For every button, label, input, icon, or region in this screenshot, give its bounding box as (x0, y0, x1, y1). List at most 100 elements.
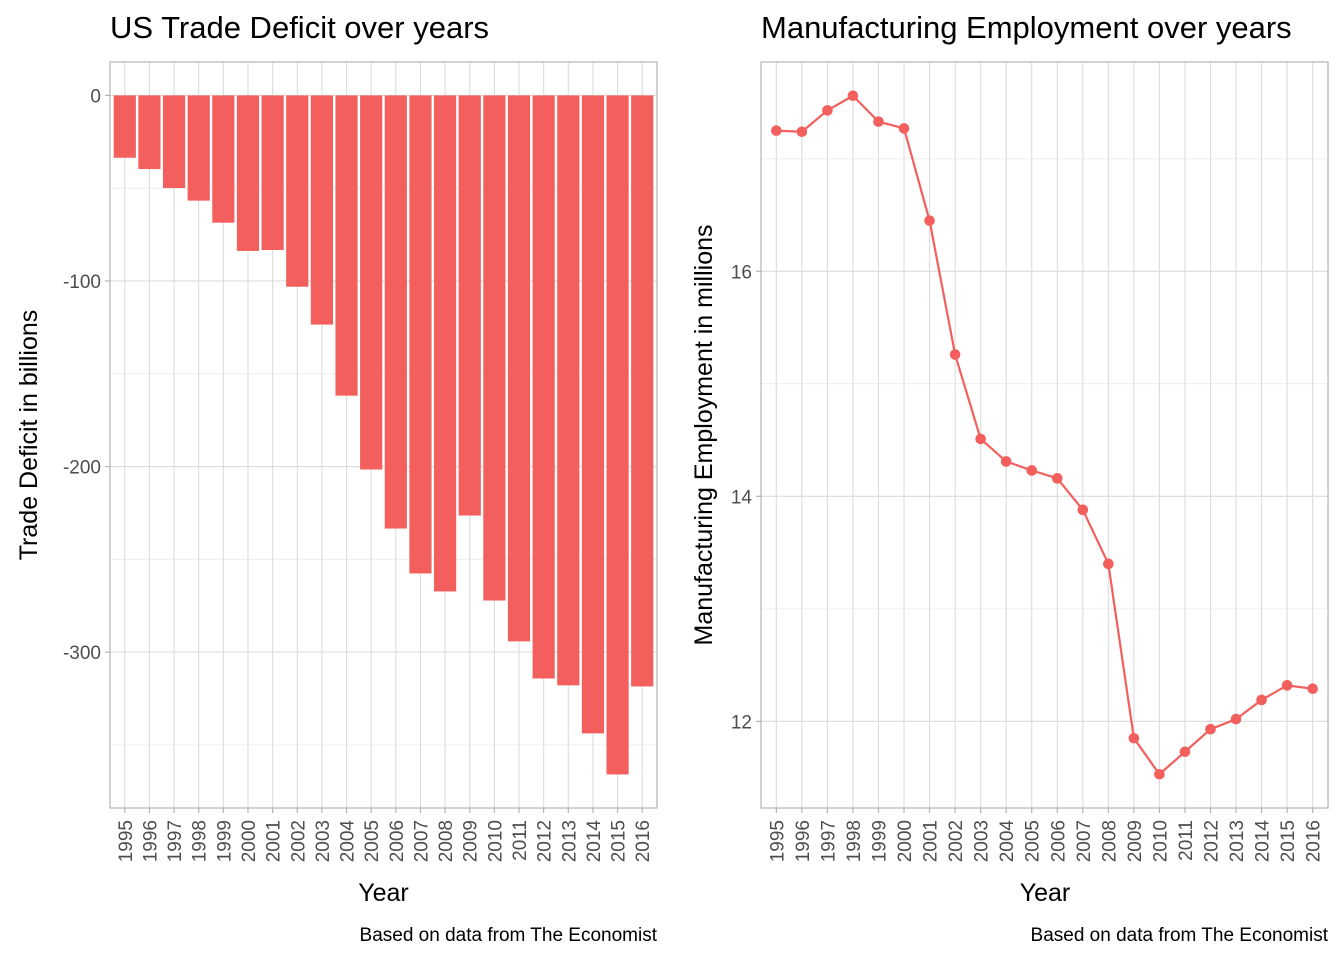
x-tick-label: 1997 (818, 820, 839, 862)
bar-2003 (310, 95, 333, 325)
bar-2008 (434, 95, 457, 592)
x-tick-label: 1998 (190, 820, 211, 862)
x-tick-label: 2007 (1074, 820, 1095, 862)
bars (113, 95, 654, 775)
point-2000 (898, 123, 910, 134)
point-2011 (1179, 746, 1191, 758)
point-1995 (771, 125, 782, 136)
x-tick-label: 1995 (767, 820, 788, 862)
x-tick-label: 1999 (214, 820, 235, 862)
chart-title: US Trade Deficit over years (110, 10, 489, 45)
x-tick-label: 2011 (510, 820, 531, 861)
x-tick-label: 2010 (1150, 820, 1171, 862)
bar-2001 (261, 95, 284, 250)
y-tick-label: 14 (731, 487, 753, 508)
x-tick-label: 2006 (387, 820, 408, 862)
y-axis-title: Manufacturing Employment in millions (690, 224, 718, 645)
bar-2011 (507, 95, 531, 642)
y-axis-title: Trade Deficit in billions (15, 310, 43, 561)
point-2010 (1154, 768, 1165, 780)
x-tick-label: 2009 (1125, 820, 1146, 862)
x-tick-label: 2001 (921, 820, 942, 862)
bar-2006 (384, 95, 407, 529)
x-tick-label: 2006 (1048, 820, 1069, 862)
bar-1998 (187, 95, 210, 201)
panel-border (760, 61, 1329, 809)
x-tick-label: 2015 (1278, 820, 1299, 862)
line-series (771, 90, 1318, 780)
x-tick-label: 2000 (239, 820, 260, 862)
bar-1995 (113, 95, 136, 158)
x-tick-label: 2014 (584, 820, 605, 863)
gridlines (761, 62, 1328, 808)
x-tick-label: 1996 (793, 820, 814, 862)
plot-background (761, 62, 1328, 808)
x-tick-label: 2015 (609, 820, 630, 862)
bar-2016 (631, 95, 654, 687)
bar-2012 (532, 95, 555, 679)
point-2015 (1281, 680, 1293, 691)
x-tick-label: 2008 (1099, 820, 1120, 862)
y-tick-label: -300 (63, 643, 101, 664)
bar-2005 (360, 95, 383, 470)
bar-2004 (335, 95, 358, 396)
bar-2002 (286, 95, 309, 287)
point-1999 (873, 116, 884, 127)
point-2012 (1205, 723, 1216, 735)
x-tick-label: 2003 (972, 820, 993, 862)
x-tick-label: 2003 (313, 820, 334, 862)
point-2006 (1051, 473, 1063, 484)
x-tick-label: 2005 (362, 820, 383, 862)
point-2016 (1307, 683, 1318, 695)
point-2005 (1026, 465, 1038, 476)
point-2014 (1256, 694, 1267, 706)
x-tick-label: 1998 (844, 820, 865, 862)
x-axis-title: Year (358, 879, 409, 907)
x-tick-label: 2001 (264, 820, 285, 862)
x-tick-label: 1999 (869, 820, 890, 862)
x-tick-label: 2005 (1023, 820, 1044, 862)
x-axis-title: Year (1020, 879, 1071, 907)
x-tick-label: 1997 (165, 820, 186, 862)
x-tick-label: 2014 (1253, 820, 1274, 863)
x-tick-label: 2004 (997, 820, 1018, 863)
bar-2009 (458, 95, 481, 516)
x-tick-label: 1995 (116, 820, 137, 862)
point-2003 (975, 433, 986, 445)
caption: Based on data from The Economist (360, 925, 658, 946)
bar-2000 (236, 95, 260, 251)
y-tick-label: -200 (63, 458, 101, 479)
x-tick-label: 2000 (895, 820, 916, 862)
point-2008 (1103, 558, 1114, 570)
point-2002 (949, 349, 961, 360)
bar-2013 (557, 95, 580, 686)
x-tick-label: 2004 (338, 820, 359, 863)
bar-1997 (162, 95, 186, 189)
y-tick-label: -100 (63, 272, 101, 293)
x-tick-label: 2016 (1304, 820, 1325, 862)
y-tick-label: 0 (90, 86, 101, 107)
bar-2007 (409, 95, 432, 574)
bar-2014 (581, 95, 605, 734)
caption: Based on data from The Economist (1031, 925, 1329, 946)
bar-2010 (483, 95, 506, 601)
x-tick-label: 2012 (1202, 820, 1223, 862)
x-tick-label: 2008 (436, 820, 457, 862)
point-2004 (1000, 456, 1012, 467)
point-2013 (1230, 713, 1242, 725)
x-tick-label: 2013 (559, 820, 580, 862)
bar-2015 (606, 95, 629, 775)
x-tick-label: 2007 (411, 820, 432, 862)
point-1997 (822, 105, 833, 116)
y-tick-label: 16 (731, 262, 752, 283)
x-tick-label: 2002 (946, 820, 967, 862)
bar-1996 (138, 95, 161, 170)
point-2007 (1077, 504, 1089, 516)
y-tick-label: 12 (731, 712, 752, 733)
x-tick-label: 2002 (288, 820, 309, 862)
point-2009 (1128, 732, 1140, 744)
